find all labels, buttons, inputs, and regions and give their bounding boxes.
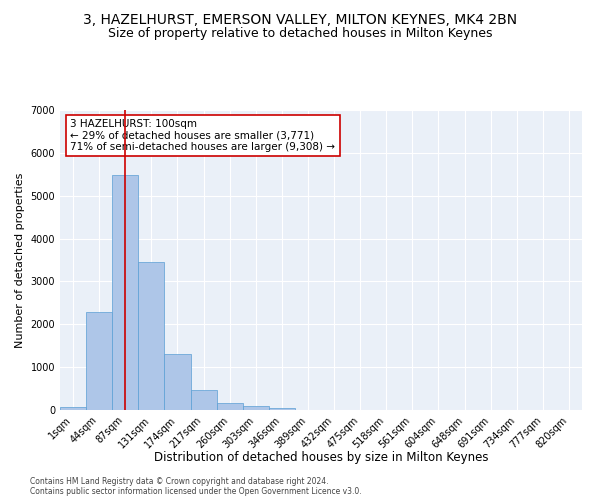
- Bar: [269, 408, 295, 410]
- Text: 3, HAZELHURST, EMERSON VALLEY, MILTON KEYNES, MK4 2BN: 3, HAZELHURST, EMERSON VALLEY, MILTON KE…: [83, 12, 517, 26]
- Y-axis label: Number of detached properties: Number of detached properties: [15, 172, 25, 348]
- Bar: [86, 312, 112, 410]
- Bar: [217, 404, 243, 410]
- Bar: [164, 354, 191, 410]
- Text: Contains HM Land Registry data © Crown copyright and database right 2024.: Contains HM Land Registry data © Crown c…: [30, 477, 329, 486]
- Bar: [242, 406, 269, 410]
- Bar: [191, 390, 217, 410]
- Text: Contains public sector information licensed under the Open Government Licence v3: Contains public sector information licen…: [30, 487, 362, 496]
- Text: 3 HAZELHURST: 100sqm
← 29% of detached houses are smaller (3,771)
71% of semi-de: 3 HAZELHURST: 100sqm ← 29% of detached h…: [70, 119, 335, 152]
- Bar: [139, 262, 164, 410]
- Bar: [112, 175, 139, 410]
- Text: Distribution of detached houses by size in Milton Keynes: Distribution of detached houses by size …: [154, 451, 488, 464]
- Text: Size of property relative to detached houses in Milton Keynes: Size of property relative to detached ho…: [108, 28, 492, 40]
- Bar: [60, 406, 86, 410]
